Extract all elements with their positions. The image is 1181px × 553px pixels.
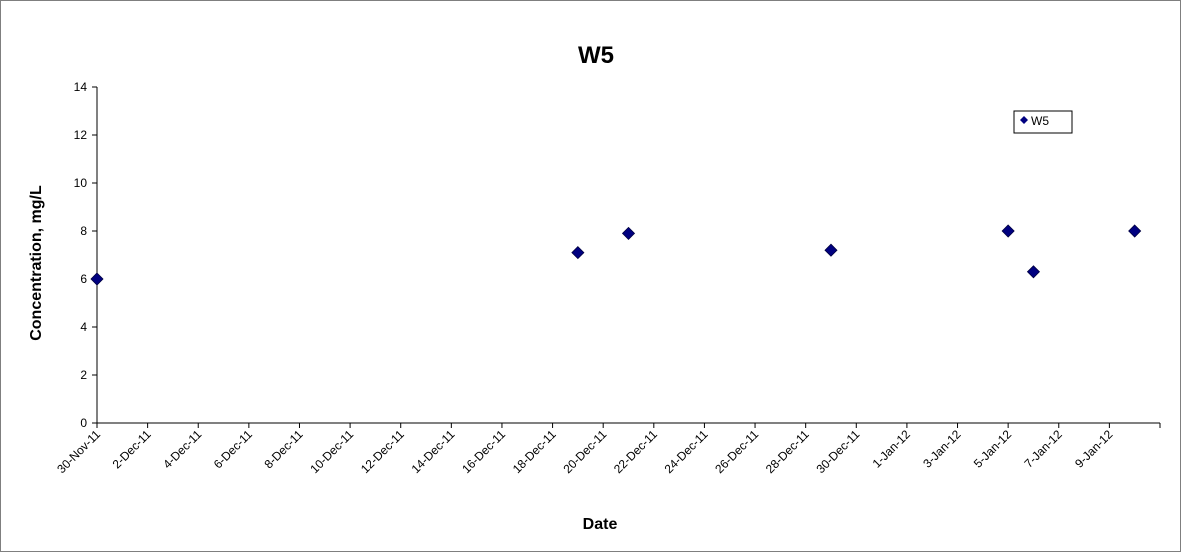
x-tick-label: 4-Dec-11: [160, 427, 204, 471]
legend: W5: [1013, 110, 1073, 134]
x-tick-label: 24-Dec-11: [662, 427, 711, 476]
x-tick-label: 9-Jan-12: [1072, 427, 1116, 471]
y-tick-label: 6: [80, 272, 87, 286]
y-tick-label: 14: [74, 80, 88, 94]
x-tick-label: 30-Nov-11: [54, 427, 103, 476]
y-tick-label: 8: [80, 224, 87, 238]
x-tick-label: 30-Dec-11: [814, 427, 863, 476]
x-tick-label: 14-Dec-11: [409, 427, 458, 476]
data-point: [571, 246, 585, 260]
x-tick-label: 7-Jan-12: [1021, 427, 1065, 471]
x-tick-label: 3-Jan-12: [920, 427, 964, 471]
data-point: [1128, 224, 1142, 238]
x-tick-label: 6-Dec-11: [211, 427, 255, 471]
x-axis: 30-Nov-11 2-Dec-11 4-Dec-11 6-Dec-11 8-Dec-1…: [54, 423, 1161, 476]
y-tick-label: 12: [74, 128, 88, 142]
y-tick-label: 10: [74, 176, 88, 190]
y-axis-title: Concentration, mg/L: [28, 185, 45, 341]
x-tick-label: 12-Dec-11: [358, 427, 407, 476]
x-tick-label: 16-Dec-11: [459, 427, 508, 476]
data-points: [90, 224, 1142, 286]
x-tick-label: 1-Jan-12: [870, 427, 914, 471]
x-tick-label: 8-Dec-11: [261, 427, 305, 471]
x-tick-label: 20-Dec-11: [560, 427, 609, 476]
data-point: [824, 243, 838, 257]
data-point: [1026, 265, 1041, 279]
x-tick-label: 22-Dec-11: [611, 427, 660, 476]
legend-box: [1013, 110, 1073, 134]
data-point: [1001, 224, 1015, 238]
axes: [96, 87, 1160, 424]
data-point: [621, 226, 636, 240]
x-tick-label: 2-Dec-11: [110, 427, 154, 471]
data-point: [90, 272, 104, 286]
x-tick-label: 18-Dec-11: [510, 427, 559, 476]
x-tick-label: 28-Dec-11: [763, 427, 812, 476]
y-tick-label: 4: [80, 320, 87, 334]
x-tick-label: 10-Dec-11: [307, 427, 356, 476]
y-tick-label: 2: [80, 368, 87, 382]
y-tick-label: 0: [80, 416, 87, 430]
legend-marker-w5: [1020, 116, 1028, 124]
legend-label-w5: W5: [1031, 114, 1049, 128]
y-axis: 0 2 4 6 8 10 12 14: [74, 80, 97, 430]
x-axis-title: Date: [583, 516, 618, 533]
x-tick-label: 26-Dec-11: [712, 427, 761, 476]
chart-title: W5: [578, 42, 614, 69]
x-tick-label: 5-Jan-12: [971, 427, 1015, 471]
